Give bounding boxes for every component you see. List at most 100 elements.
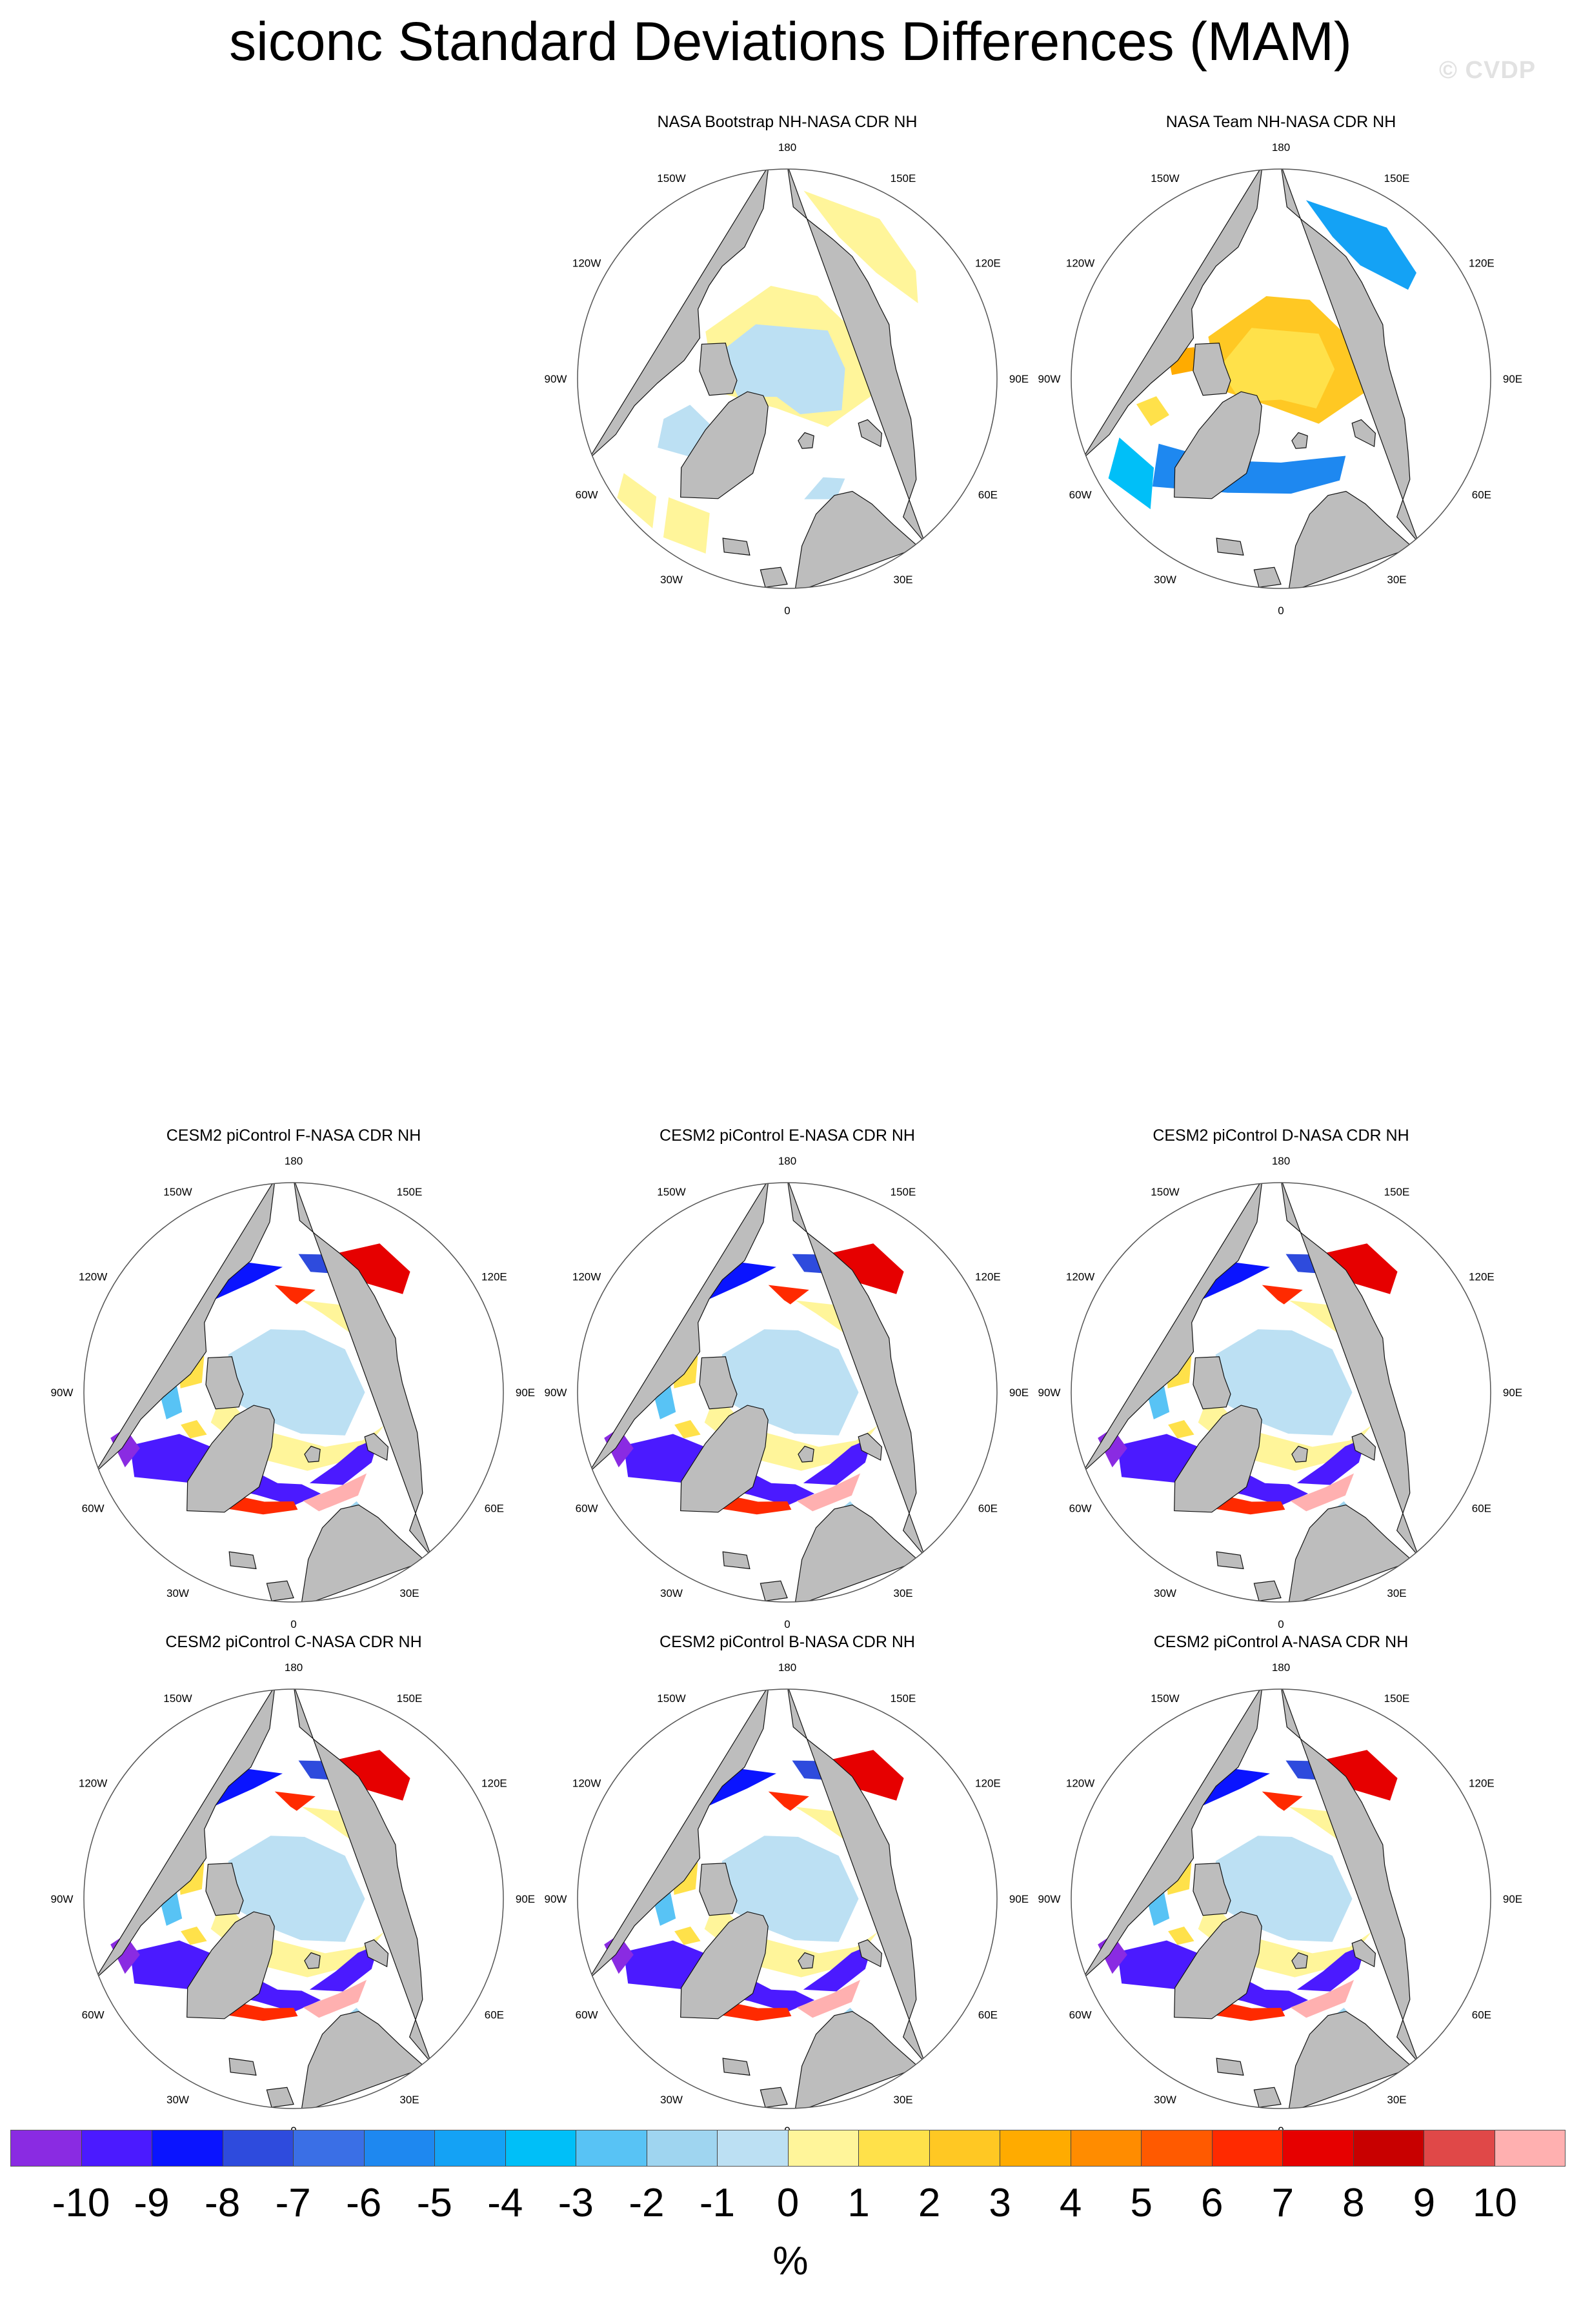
ice-anomaly-region — [1262, 1791, 1303, 1811]
longitude-label: 0 — [1278, 1618, 1284, 1629]
longitude-label: 90W — [1038, 373, 1061, 385]
land-mass — [787, 169, 925, 543]
longitude-label: 60W — [576, 489, 598, 501]
longitude-label: 150E — [397, 1692, 423, 1705]
ice-anomaly-region — [803, 1437, 872, 1485]
land-mass — [300, 1504, 427, 1602]
colorbar-tick-label: 1 — [847, 2181, 870, 2225]
ice-anomaly-region — [274, 1791, 316, 1811]
ice-anomaly-region — [718, 324, 845, 414]
longitude-label: 90E — [1503, 373, 1522, 385]
colorbar-tick-label: 4 — [1059, 2181, 1082, 2225]
longitude-label: 180 — [285, 1155, 303, 1167]
land-mass — [186, 1911, 275, 2019]
ice-anomaly-region — [1262, 1285, 1303, 1305]
longitude-label: 30W — [1154, 2094, 1176, 2106]
ice-anomaly-region — [1326, 1750, 1398, 1801]
colorbar-swatch — [364, 2130, 435, 2166]
map-panel: CESM2 piControl B-NASA CDR NH 180 150E 120E… — [542, 1632, 1032, 2136]
longitude-label: 30W — [1154, 1587, 1176, 1599]
colorbar-swatch — [81, 2130, 152, 2166]
longitude-label: 180 — [778, 1661, 796, 1674]
land-mass — [858, 419, 883, 448]
colorbar-tick-label: -9 — [134, 2181, 170, 2225]
land-mass — [228, 2058, 257, 2076]
colorbar-swatch — [1212, 2130, 1283, 2166]
land-mass — [1291, 1952, 1308, 1969]
longitude-label: 90E — [516, 1387, 535, 1399]
land-mass — [1174, 1911, 1262, 2019]
land-mass — [205, 1863, 244, 1916]
land-mass — [1280, 1183, 1419, 1557]
land-mass — [699, 1863, 738, 1916]
ice-anomaly-region — [663, 497, 710, 554]
land-mass — [589, 169, 769, 459]
ice-anomaly-region — [1136, 396, 1169, 426]
longitude-label: 120E — [1469, 1778, 1495, 1790]
colorbar-tick-label: 2 — [918, 2181, 941, 2225]
panel-title: CESM2 piControl B-NASA CDR NH — [660, 1633, 915, 1651]
land-mass — [794, 1504, 920, 1602]
land-mass — [699, 1356, 738, 1410]
map-panel: CESM2 piControl F-NASA CDR NH 180 150E 120E… — [48, 1126, 539, 1629]
land-mass — [1351, 1432, 1376, 1461]
ice-anomaly-region — [1219, 328, 1335, 408]
land-mass — [760, 2087, 788, 2108]
colorbar-tick-label: -7 — [275, 2181, 311, 2225]
longitude-label: 180 — [778, 141, 796, 154]
ice-anomaly-region — [1168, 1420, 1194, 1439]
ice-anomaly-region — [803, 1944, 872, 1992]
colorbar-swatch — [152, 2130, 223, 2166]
ice-anomaly-region — [1326, 1243, 1398, 1294]
land-mass — [798, 432, 814, 449]
longitude-label: 90E — [1503, 1387, 1522, 1399]
longitude-label: 60E — [1472, 489, 1491, 501]
ice-anomaly-region — [832, 1243, 904, 1294]
land-mass — [1193, 343, 1231, 396]
longitude-label: 150W — [163, 1692, 192, 1705]
ice-anomaly-region — [674, 1927, 701, 1945]
longitude-label: 60E — [1472, 2009, 1491, 2021]
land-mass — [95, 1689, 276, 1979]
land-mass — [1287, 1504, 1414, 1602]
longitude-label: 150W — [163, 1186, 192, 1198]
map-panel: NASA Bootstrap NH-NASA CDR NH 180 150E 120E… — [542, 112, 1032, 616]
land-mass — [1253, 2087, 1282, 2108]
land-mass — [304, 1445, 321, 1463]
land-mass — [722, 2058, 750, 2076]
panel-title: CESM2 piControl A-NASA CDR NH — [1153, 1633, 1409, 1651]
longitude-label: 150W — [1151, 172, 1179, 185]
land-mass — [228, 1551, 257, 1570]
ice-anomaly-region — [804, 477, 845, 499]
longitude-label: 120W — [79, 1271, 107, 1283]
longitude-label: 0 — [290, 1618, 296, 1629]
longitude-label: 150W — [1151, 1692, 1179, 1705]
ice-anomaly-region — [1296, 1944, 1366, 1992]
longitude-label: 150W — [657, 1692, 685, 1705]
ice-anomaly-region — [1290, 1979, 1354, 2018]
land-mass — [95, 1183, 276, 1473]
longitude-label: 60E — [485, 1503, 504, 1515]
longitude-label: 150W — [1151, 1186, 1179, 1198]
colorbar-swatch — [1424, 2130, 1495, 2166]
longitude-label: 120W — [1066, 1778, 1094, 1790]
land-mass — [293, 1183, 432, 1557]
ice-anomaly-region — [768, 1285, 809, 1305]
ice-anomaly-region — [1305, 200, 1416, 290]
colorbar-swatch — [1000, 2130, 1071, 2166]
colorbar-tick-label: 8 — [1342, 2181, 1365, 2225]
land-mass — [798, 1445, 814, 1463]
land-mass — [1082, 1689, 1263, 1979]
longitude-label: 60W — [82, 2009, 105, 2021]
land-mass — [794, 2010, 920, 2109]
colorbar-tick-label: 3 — [989, 2181, 1011, 2225]
longitude-label: 60W — [576, 2009, 598, 2021]
longitude-label: 60W — [1069, 489, 1092, 501]
colorbar-tick-label: -1 — [699, 2181, 736, 2225]
ice-anomaly-region — [796, 1473, 861, 1512]
land-mass — [1082, 169, 1263, 459]
